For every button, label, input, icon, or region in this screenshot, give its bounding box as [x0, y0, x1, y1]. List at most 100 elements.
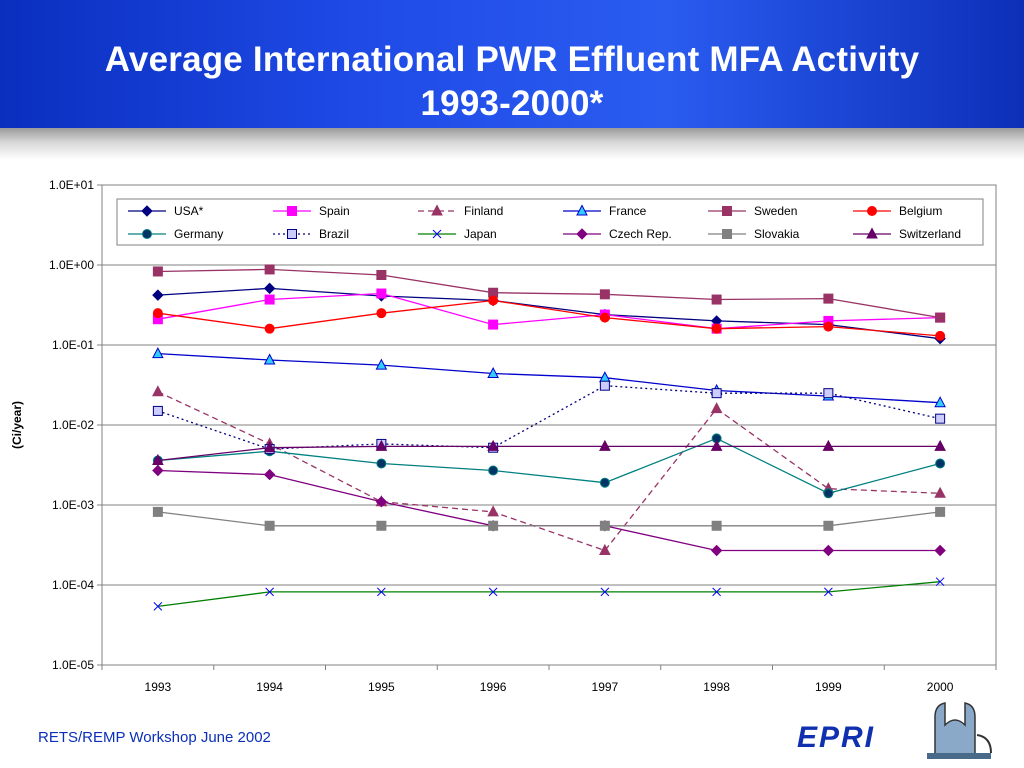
- slide-title-line2: 1993-2000*: [420, 84, 604, 123]
- legend-item-usa: USA*: [128, 204, 204, 218]
- data-point: [488, 520, 499, 531]
- data-point: [824, 587, 833, 597]
- legend-label: Czech Rep.: [609, 227, 672, 241]
- series-switzerland: [152, 439, 946, 465]
- slide-title-line1: Average International PWR Effluent MFA A…: [104, 40, 920, 79]
- legend-label: Germany: [174, 227, 223, 241]
- title-banner: [0, 0, 1024, 128]
- data-point: [263, 282, 276, 295]
- legend-marker: [576, 204, 588, 216]
- y-tick-label: 1.0E+00: [49, 258, 94, 272]
- data-point: [710, 439, 723, 451]
- epri-logo-wordmark: EPRI: [797, 721, 875, 754]
- legend-marker: [722, 229, 732, 239]
- data-point: [487, 366, 499, 379]
- data-point: [377, 587, 386, 597]
- epri-logo-icon: EPRI: [797, 702, 992, 759]
- legend-item-japan: Japan: [418, 227, 497, 241]
- data-point: [488, 465, 499, 476]
- data-point: [823, 388, 834, 399]
- data-point: [375, 495, 388, 508]
- data-point: [152, 308, 163, 319]
- data-point: [376, 288, 387, 299]
- series-line: [157, 581, 941, 608]
- legend-marker: [722, 206, 732, 216]
- data-point: [599, 477, 610, 488]
- series-slovakia: [152, 506, 946, 531]
- series-line: [157, 352, 941, 404]
- legend-label: Spain: [319, 204, 350, 218]
- legend-item-france: France: [563, 204, 647, 218]
- data-point: [599, 543, 611, 555]
- x-axis-ticks: 1993 1994 1995 1996 1997 1998 1999 2000: [101, 665, 997, 694]
- data-point: [934, 486, 946, 498]
- legend-marker: [432, 229, 442, 239]
- data-point: [152, 464, 164, 477]
- legend-marker: [867, 206, 877, 216]
- data-point: [152, 506, 163, 517]
- data-point: [935, 312, 946, 323]
- grid-lines: [102, 264, 996, 586]
- legend-item-germany: Germany: [128, 227, 223, 241]
- y-tick-label: 1.0E+01: [49, 178, 94, 192]
- data-point: [376, 269, 387, 280]
- data-point: [599, 520, 610, 531]
- x-tick-label: 1995: [368, 680, 395, 694]
- x-tick-label: 1999: [815, 680, 842, 694]
- legend-item-finland: Finland: [418, 204, 503, 218]
- data-point: [263, 353, 276, 365]
- data-point: [264, 520, 275, 531]
- legend-box: [116, 198, 984, 246]
- data-point: [823, 488, 834, 499]
- data-point: [152, 289, 164, 301]
- legend-item-spain: Spain: [273, 204, 350, 218]
- data-point: [488, 295, 499, 306]
- data-point: [711, 294, 722, 305]
- data-point: [935, 577, 945, 587]
- series-line: [157, 268, 941, 319]
- y-tick-label: 1.0E-05: [52, 658, 94, 672]
- y-tick-label: 1.0E-02: [52, 418, 94, 432]
- legend-label: Brazil: [319, 227, 349, 241]
- data-point: [487, 439, 499, 451]
- y-tick-label: 1.0E-01: [52, 338, 94, 352]
- series-belgium: [152, 295, 946, 341]
- footer-text: RETS/REMP Workshop June 2002: [38, 729, 271, 746]
- data-point: [264, 294, 275, 305]
- data-point: [488, 587, 498, 597]
- data-point: [934, 396, 946, 408]
- legend-item-belgium: Belgium: [853, 204, 942, 218]
- data-point: [264, 323, 275, 334]
- series-lines: [152, 264, 946, 611]
- data-point: [152, 385, 164, 397]
- data-point: [823, 520, 834, 531]
- data-point: [935, 458, 946, 469]
- legend-marker: [431, 204, 443, 216]
- x-tick-label: 2000: [927, 680, 954, 694]
- data-point: [823, 293, 834, 304]
- data-point: [376, 458, 387, 469]
- legend-label: Sweden: [754, 204, 797, 218]
- data-point: [376, 308, 387, 319]
- series-line: [157, 511, 941, 527]
- legend-item-slovakia: Slovakia: [708, 227, 800, 241]
- legend-label: Japan: [464, 227, 497, 241]
- x-tick-label: 1994: [256, 680, 283, 694]
- data-point: [935, 506, 946, 517]
- data-point: [264, 264, 275, 275]
- legend-label: Belgium: [899, 204, 942, 218]
- legend-marker: [287, 206, 297, 216]
- legend-label: Slovakia: [754, 227, 800, 241]
- legend-marker: [866, 227, 878, 239]
- legend-label: Finland: [464, 204, 503, 218]
- slide-title: Average International PWR Effluent MFA A…: [0, 38, 1024, 126]
- data-point: [152, 347, 164, 359]
- data-point: [375, 439, 388, 451]
- y-tick-label: 1.0E-03: [52, 498, 94, 512]
- series-line: [157, 437, 941, 494]
- data-point: [935, 413, 946, 424]
- legend-marker: [142, 229, 152, 239]
- x-tick-label: 1993: [145, 680, 172, 694]
- data-point: [711, 388, 722, 399]
- y-tick-label: 1.0E-04: [52, 578, 94, 592]
